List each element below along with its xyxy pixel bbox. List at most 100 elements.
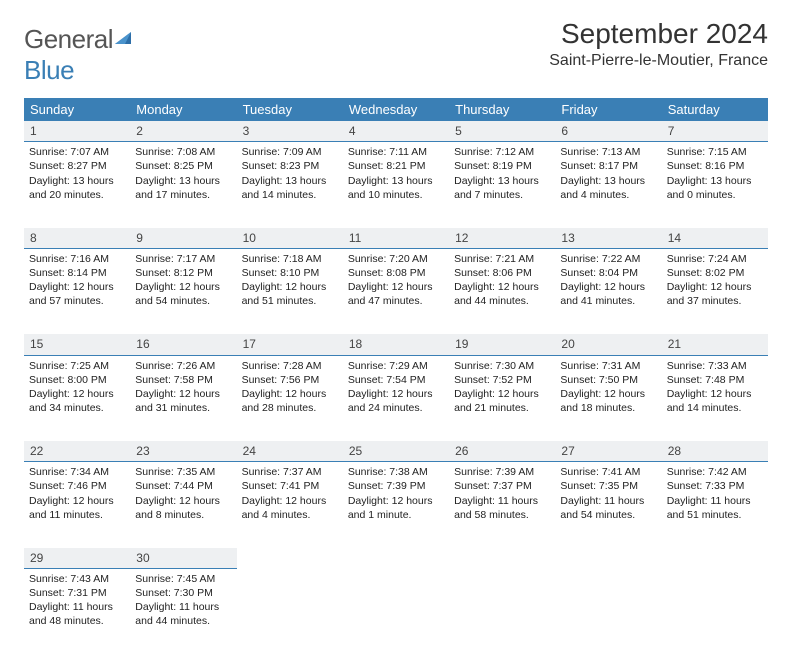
sunrise-line: Sunrise: 7:34 AM	[29, 465, 125, 479]
logo: GeneralBlue	[24, 24, 133, 86]
sunrise-line: Sunrise: 7:37 AM	[242, 465, 338, 479]
sunrise-line: Sunrise: 7:13 AM	[560, 145, 656, 159]
day-content-cell	[662, 568, 768, 654]
weekday-header: Friday	[555, 98, 661, 121]
sunrise-line: Sunrise: 7:22 AM	[560, 252, 656, 266]
daylight-line: Daylight: 12 hours and 8 minutes.	[135, 494, 231, 522]
logo-triangle-icon	[113, 24, 133, 44]
logo-text: GeneralBlue	[24, 24, 133, 86]
sunrise-line: Sunrise: 7:29 AM	[348, 359, 444, 373]
sunset-line: Sunset: 7:31 PM	[29, 586, 125, 600]
daylight-line: Daylight: 13 hours and 10 minutes.	[348, 174, 444, 202]
day-content-cell: Sunrise: 7:17 AMSunset: 8:12 PMDaylight:…	[130, 248, 236, 334]
day-number-cell: 14	[662, 228, 768, 249]
day-content-row: Sunrise: 7:43 AMSunset: 7:31 PMDaylight:…	[24, 568, 768, 654]
sunrise-line: Sunrise: 7:09 AM	[242, 145, 338, 159]
sunrise-line: Sunrise: 7:31 AM	[560, 359, 656, 373]
day-content-cell: Sunrise: 7:11 AMSunset: 8:21 PMDaylight:…	[343, 142, 449, 228]
daylight-line: Daylight: 11 hours and 58 minutes.	[454, 494, 550, 522]
sunrise-line: Sunrise: 7:35 AM	[135, 465, 231, 479]
day-number-cell: 29	[24, 548, 130, 569]
day-content-cell: Sunrise: 7:24 AMSunset: 8:02 PMDaylight:…	[662, 248, 768, 334]
day-content-row: Sunrise: 7:34 AMSunset: 7:46 PMDaylight:…	[24, 462, 768, 548]
weekday-header: Sunday	[24, 98, 130, 121]
sunset-line: Sunset: 8:04 PM	[560, 266, 656, 280]
sunset-line: Sunset: 7:54 PM	[348, 373, 444, 387]
sunrise-line: Sunrise: 7:07 AM	[29, 145, 125, 159]
daynum-row: 1234567	[24, 121, 768, 142]
sunrise-line: Sunrise: 7:20 AM	[348, 252, 444, 266]
sunrise-line: Sunrise: 7:38 AM	[348, 465, 444, 479]
daylight-line: Daylight: 12 hours and 21 minutes.	[454, 387, 550, 415]
day-content-cell: Sunrise: 7:22 AMSunset: 8:04 PMDaylight:…	[555, 248, 661, 334]
daylight-line: Daylight: 11 hours and 48 minutes.	[29, 600, 125, 628]
daylight-line: Daylight: 12 hours and 41 minutes.	[560, 280, 656, 308]
sunrise-line: Sunrise: 7:17 AM	[135, 252, 231, 266]
daynum-row: 2930	[24, 548, 768, 569]
sunset-line: Sunset: 8:27 PM	[29, 159, 125, 173]
day-content-cell	[555, 568, 661, 654]
daylight-line: Daylight: 12 hours and 24 minutes.	[348, 387, 444, 415]
day-content-cell: Sunrise: 7:21 AMSunset: 8:06 PMDaylight:…	[449, 248, 555, 334]
daylight-line: Daylight: 12 hours and 11 minutes.	[29, 494, 125, 522]
weekday-header: Saturday	[662, 98, 768, 121]
day-content-row: Sunrise: 7:16 AMSunset: 8:14 PMDaylight:…	[24, 248, 768, 334]
weekday-header: Tuesday	[237, 98, 343, 121]
day-number-cell	[237, 548, 343, 569]
daylight-line: Daylight: 12 hours and 1 minute.	[348, 494, 444, 522]
daylight-line: Daylight: 11 hours and 44 minutes.	[135, 600, 231, 628]
sunset-line: Sunset: 7:50 PM	[560, 373, 656, 387]
sunrise-line: Sunrise: 7:28 AM	[242, 359, 338, 373]
sunset-line: Sunset: 7:37 PM	[454, 479, 550, 493]
day-content-cell: Sunrise: 7:42 AMSunset: 7:33 PMDaylight:…	[662, 462, 768, 548]
day-number-cell: 12	[449, 228, 555, 249]
day-number-cell: 10	[237, 228, 343, 249]
day-number-cell: 22	[24, 441, 130, 462]
day-content-cell: Sunrise: 7:35 AMSunset: 7:44 PMDaylight:…	[130, 462, 236, 548]
day-number-cell: 13	[555, 228, 661, 249]
day-number-cell: 6	[555, 121, 661, 142]
daylight-line: Daylight: 12 hours and 44 minutes.	[454, 280, 550, 308]
sunset-line: Sunset: 7:58 PM	[135, 373, 231, 387]
day-number-cell: 17	[237, 334, 343, 355]
daylight-line: Daylight: 13 hours and 17 minutes.	[135, 174, 231, 202]
day-content-cell: Sunrise: 7:34 AMSunset: 7:46 PMDaylight:…	[24, 462, 130, 548]
sunrise-line: Sunrise: 7:25 AM	[29, 359, 125, 373]
daylight-line: Daylight: 12 hours and 37 minutes.	[667, 280, 763, 308]
daylight-line: Daylight: 13 hours and 20 minutes.	[29, 174, 125, 202]
sunset-line: Sunset: 7:44 PM	[135, 479, 231, 493]
daylight-line: Daylight: 12 hours and 54 minutes.	[135, 280, 231, 308]
day-number-cell: 9	[130, 228, 236, 249]
sunset-line: Sunset: 8:17 PM	[560, 159, 656, 173]
day-content-cell: Sunrise: 7:12 AMSunset: 8:19 PMDaylight:…	[449, 142, 555, 228]
day-number-cell: 5	[449, 121, 555, 142]
day-content-cell: Sunrise: 7:08 AMSunset: 8:25 PMDaylight:…	[130, 142, 236, 228]
daylight-line: Daylight: 12 hours and 14 minutes.	[667, 387, 763, 415]
header: GeneralBlue September 2024 Saint-Pierre-…	[24, 18, 768, 86]
day-content-cell: Sunrise: 7:20 AMSunset: 8:08 PMDaylight:…	[343, 248, 449, 334]
day-content-cell	[237, 568, 343, 654]
day-number-cell: 7	[662, 121, 768, 142]
location: Saint-Pierre-le-Moutier, France	[549, 52, 768, 70]
day-content-cell: Sunrise: 7:30 AMSunset: 7:52 PMDaylight:…	[449, 355, 555, 441]
day-content-cell: Sunrise: 7:29 AMSunset: 7:54 PMDaylight:…	[343, 355, 449, 441]
day-content-cell: Sunrise: 7:39 AMSunset: 7:37 PMDaylight:…	[449, 462, 555, 548]
day-number-cell	[343, 548, 449, 569]
day-number-cell: 11	[343, 228, 449, 249]
day-content-cell: Sunrise: 7:37 AMSunset: 7:41 PMDaylight:…	[237, 462, 343, 548]
sunrise-line: Sunrise: 7:26 AM	[135, 359, 231, 373]
sunrise-line: Sunrise: 7:15 AM	[667, 145, 763, 159]
sunset-line: Sunset: 7:48 PM	[667, 373, 763, 387]
sunrise-line: Sunrise: 7:41 AM	[560, 465, 656, 479]
daylight-line: Daylight: 13 hours and 0 minutes.	[667, 174, 763, 202]
day-number-cell: 21	[662, 334, 768, 355]
day-number-cell: 30	[130, 548, 236, 569]
day-content-cell: Sunrise: 7:45 AMSunset: 7:30 PMDaylight:…	[130, 568, 236, 654]
sunset-line: Sunset: 8:10 PM	[242, 266, 338, 280]
sunrise-line: Sunrise: 7:12 AM	[454, 145, 550, 159]
sunset-line: Sunset: 8:02 PM	[667, 266, 763, 280]
day-number-cell: 1	[24, 121, 130, 142]
calendar-body: 1234567Sunrise: 7:07 AMSunset: 8:27 PMDa…	[24, 121, 768, 654]
day-content-cell: Sunrise: 7:38 AMSunset: 7:39 PMDaylight:…	[343, 462, 449, 548]
sunset-line: Sunset: 8:23 PM	[242, 159, 338, 173]
